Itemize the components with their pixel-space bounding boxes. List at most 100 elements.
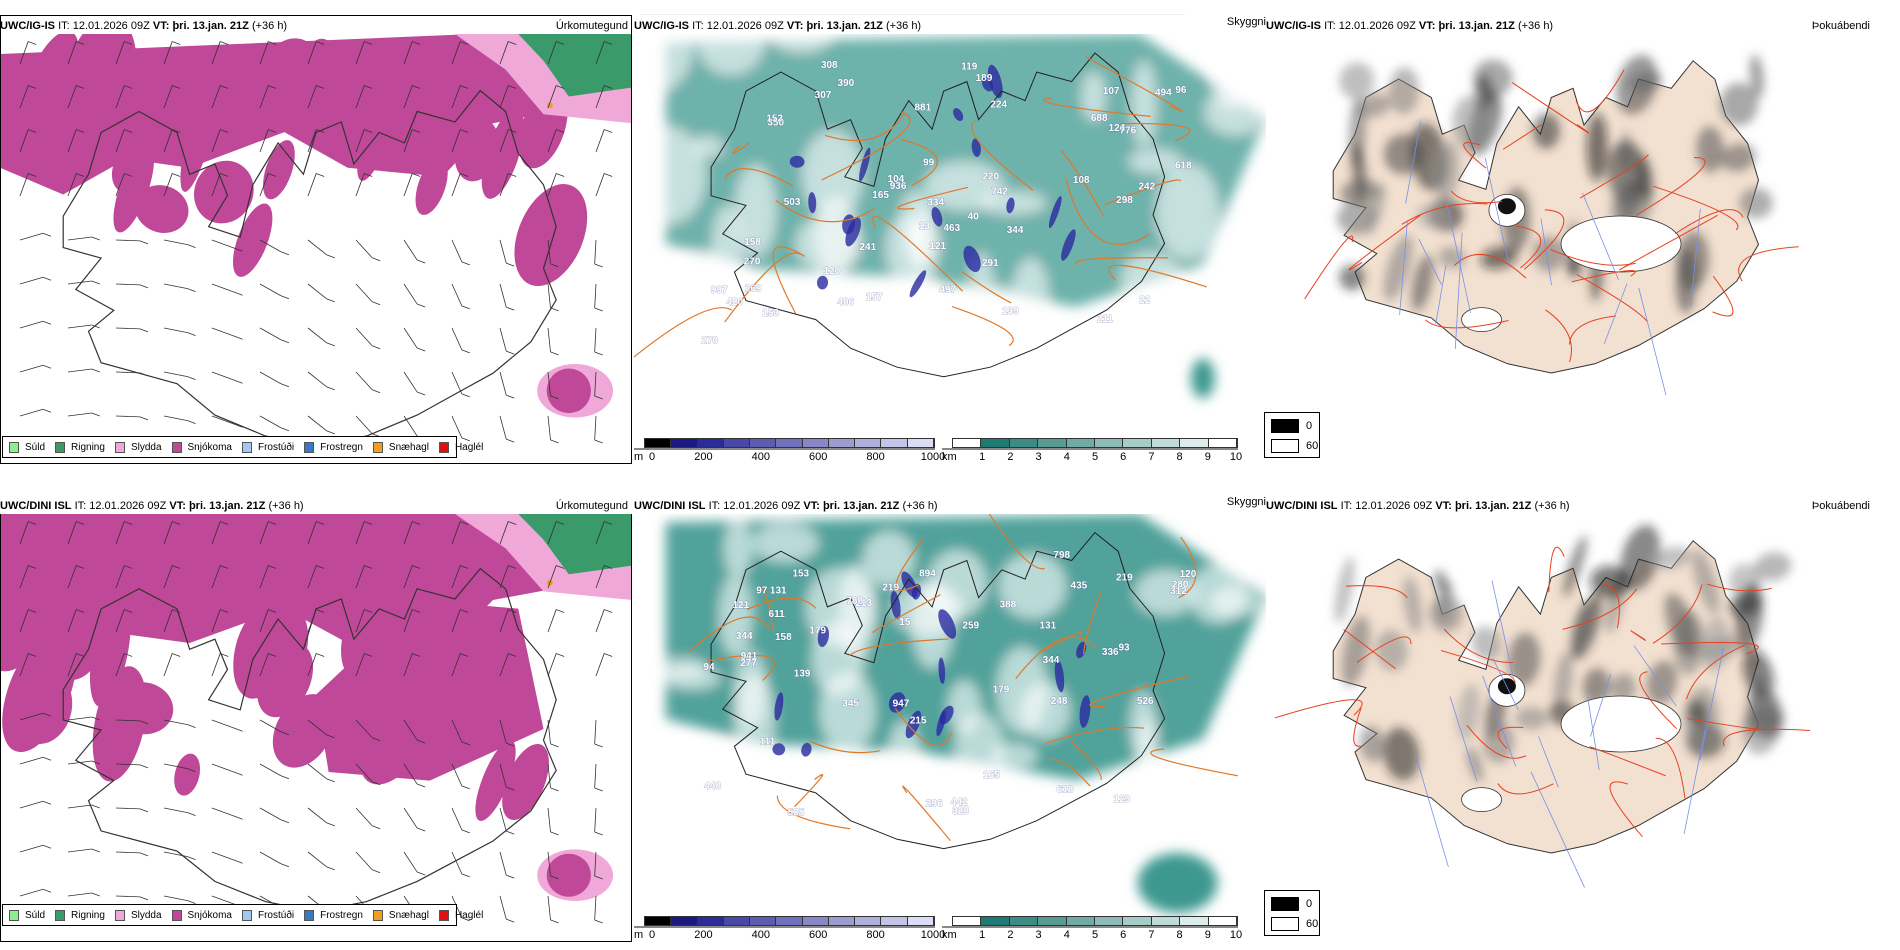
wind-barb bbox=[67, 129, 77, 153]
legend-swatch bbox=[1271, 439, 1299, 453]
fog-index-map[interactable] bbox=[1266, 34, 1900, 454]
lead-time: (+36 h) bbox=[251, 20, 288, 32]
scale-tick-label: 3 bbox=[1035, 929, 1042, 941]
wind-barb bbox=[259, 763, 282, 777]
color-bin bbox=[802, 439, 829, 447]
wind-barb bbox=[115, 129, 125, 153]
precip-type-map[interactable] bbox=[0, 34, 632, 480]
scale-tick-label: 6 bbox=[1120, 929, 1127, 941]
wind-barb bbox=[211, 895, 235, 905]
wind-barb bbox=[451, 415, 463, 439]
panel-visibility-row2: UWC/DINI ISL IT: 12.01.2026 09Z VT: þri.… bbox=[634, 496, 1266, 944]
visibility-map[interactable]: 328 296 448 442 248 179 388 525 215 131 139 312 894 9… bbox=[634, 514, 1266, 924]
wind-barb bbox=[163, 653, 173, 677]
color-bin bbox=[671, 439, 698, 447]
color-bin bbox=[953, 439, 982, 447]
wind-barb bbox=[211, 129, 221, 153]
legend-label: Haglél bbox=[454, 909, 484, 921]
point-value-label: 108 bbox=[1073, 175, 1090, 186]
wind-barb bbox=[19, 85, 29, 109]
wind-barb bbox=[211, 371, 235, 381]
wind-barb bbox=[67, 412, 92, 417]
wind-barb bbox=[403, 807, 418, 829]
point-value-label: 420 bbox=[726, 297, 743, 308]
legend-item: Frostúði bbox=[241, 441, 294, 453]
wind-barb bbox=[547, 327, 551, 352]
wind-barb bbox=[19, 756, 44, 765]
wind-barb bbox=[355, 521, 365, 545]
wind-barb bbox=[67, 41, 77, 65]
wind-barb bbox=[307, 763, 328, 780]
point-value-label: 894 bbox=[919, 569, 936, 580]
scale-tick-label: 9 bbox=[1204, 929, 1211, 941]
wind-barb bbox=[19, 521, 29, 545]
init-time: 12.01.2026 09Z bbox=[89, 500, 167, 512]
wind-barb bbox=[163, 239, 188, 246]
color-bin bbox=[1009, 439, 1039, 447]
color-bin bbox=[697, 439, 724, 447]
legend-swatch bbox=[9, 909, 19, 921]
panel-visibility-row1: UWC/IG-IS IT: 12.01.2026 09Z VT: þri. 13… bbox=[634, 16, 1266, 464]
init-time: 12.01.2026 09Z bbox=[1355, 500, 1433, 512]
visibility-map[interactable]: 307 242 936 211 270 350 742 406 241 494 688 390 152 9… bbox=[634, 34, 1266, 454]
legend-label: Snæhagl bbox=[388, 909, 429, 921]
point-value-label: 788 bbox=[846, 596, 863, 607]
river-network bbox=[1415, 580, 1724, 888]
wind-barb bbox=[19, 712, 44, 721]
separator-line bbox=[640, 14, 1185, 15]
legend-item: Snjókoma bbox=[171, 441, 232, 453]
wind-barb bbox=[67, 653, 77, 677]
precip-type-map[interactable] bbox=[0, 514, 632, 944]
legend-label: 0 bbox=[1306, 420, 1313, 432]
color-bin bbox=[981, 917, 1010, 925]
color-bin bbox=[855, 917, 882, 925]
point-value-label: 139 bbox=[794, 668, 811, 679]
wind-barb bbox=[403, 327, 418, 349]
wind-barb bbox=[115, 85, 125, 109]
scale-tick-label: 4 bbox=[1063, 451, 1070, 463]
panel-fog-index-row1: UWC/IG-IS IT: 12.01.2026 09Z VT: þri. 13… bbox=[1264, 18, 1900, 464]
point-value-label: 215 bbox=[910, 715, 927, 726]
wind-barb bbox=[211, 283, 235, 293]
wind-barb bbox=[355, 41, 365, 65]
scale-tick-label: 600 bbox=[809, 929, 828, 941]
scale-tick-label: 0 bbox=[648, 451, 656, 463]
wind-barb bbox=[355, 173, 365, 197]
color-bin bbox=[881, 917, 908, 925]
fog-index-map[interactable] bbox=[1266, 514, 1900, 934]
wind-barb bbox=[595, 565, 605, 589]
valid-time: þri. 13.jan. 21Z bbox=[1454, 500, 1532, 512]
wind-barb bbox=[115, 895, 140, 898]
wind-barb bbox=[499, 239, 507, 264]
wind-barb bbox=[355, 719, 373, 738]
river-network bbox=[1399, 121, 1701, 396]
point-value-label: 13 bbox=[919, 221, 931, 232]
color-bin bbox=[723, 917, 751, 925]
wind-barb bbox=[499, 807, 507, 832]
point-value-label: 344 bbox=[736, 631, 753, 642]
wind-barb bbox=[259, 173, 269, 197]
legend-swatch bbox=[304, 441, 315, 453]
point-value-label: 618 bbox=[1175, 160, 1192, 171]
wind-barb bbox=[403, 283, 418, 305]
panel-header: UWC/IG-IS IT: 12.01.2026 09Z VT: þri. 13… bbox=[634, 18, 921, 34]
point-value-label: 308 bbox=[821, 60, 838, 71]
wind-barb bbox=[355, 609, 365, 633]
wind-barb bbox=[211, 763, 235, 773]
wind-barb bbox=[355, 371, 373, 390]
point-value-label: 153 bbox=[762, 308, 779, 319]
point-value-label: 158 bbox=[775, 632, 792, 643]
wind-barb bbox=[67, 324, 92, 329]
wind-barb bbox=[499, 85, 509, 109]
point-value-label: 497 bbox=[939, 285, 956, 296]
wind-barb bbox=[547, 807, 551, 832]
wind-barb bbox=[19, 888, 44, 897]
scale-tick-label: 3 bbox=[1035, 451, 1042, 463]
coastline bbox=[62, 567, 557, 913]
legend-item: Snjókoma bbox=[171, 909, 232, 921]
wind-barb bbox=[594, 239, 597, 264]
wind-barb bbox=[67, 368, 92, 373]
point-value-label: 22 bbox=[1139, 295, 1151, 306]
wind-barb bbox=[355, 807, 373, 826]
panel-header: UWC/DINI ISL IT: 12.01.2026 09Z VT: þri.… bbox=[1266, 498, 1570, 514]
